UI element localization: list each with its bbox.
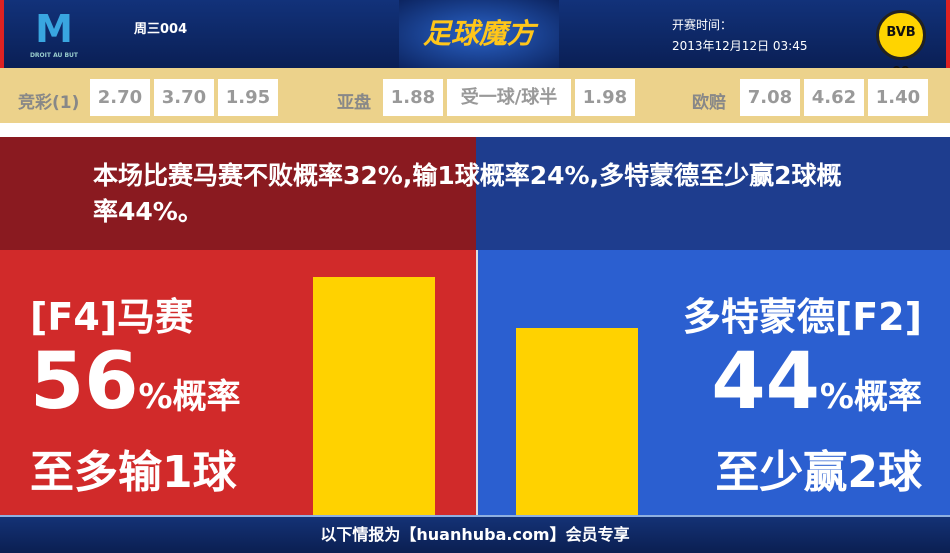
home-team-name: [F4]马赛	[30, 295, 194, 339]
away-panel: 多特蒙德[F2] 44%概率 至少赢2球	[476, 250, 950, 515]
kickoff-label: 开赛时间：	[672, 18, 733, 32]
away-team-name: 多特蒙德[F2]	[682, 295, 922, 339]
ah-label: 亚盘	[337, 93, 371, 113]
header: M DROIT AU BUT 周三004 足球魔方 开赛时间： 2013年12月1…	[0, 0, 950, 80]
odds-value: 1.40	[868, 79, 928, 116]
odds-value: 1.95	[218, 79, 278, 116]
footer-member-link[interactable]: 以下情报为【huanhuba.com】会员专享	[0, 515, 950, 553]
kickoff-time: 2013年12月12日 03:45	[672, 39, 808, 53]
away-probability-bar	[516, 328, 638, 515]
home-outcome: 至多输1球	[30, 447, 237, 498]
home-probability: 56%概率	[30, 337, 241, 427]
odds-value: 4.62	[804, 79, 864, 116]
summary-bg-home	[0, 137, 476, 250]
jc-label: 竞彩(1)	[18, 93, 80, 113]
dortmund-logo: BVB 09	[876, 10, 926, 80]
odds-value: 1.98	[575, 79, 635, 116]
odds-value: 1.88	[383, 79, 443, 116]
summary-bg-away	[476, 137, 950, 250]
odds-value: 3.70	[154, 79, 214, 116]
handicap-value: 受一球/球半	[447, 79, 571, 116]
away-outcome: 至少赢2球	[715, 447, 922, 498]
home-panel: [F4]马赛 56%概率 至多输1球	[0, 250, 476, 515]
away-probability: 44%概率	[711, 337, 922, 427]
odds-value: 2.70	[90, 79, 150, 116]
marseille-logo: M DROIT AU BUT	[29, 7, 79, 59]
odds-bar: 竞彩(1) 2.70 3.70 1.95 亚盘 1.88 受一球/球半 1.98…	[0, 68, 950, 130]
summary-text: 本场比赛马赛不败概率32%,输1球概率24%,多特蒙德至少赢2球概率44%。	[93, 161, 842, 226]
brand-logo: 足球魔方	[399, 0, 559, 68]
match-number: 周三004	[134, 22, 188, 37]
odds-value: 7.08	[740, 79, 800, 116]
eu-label: 欧赔	[692, 93, 726, 113]
home-probability-bar	[313, 277, 435, 515]
